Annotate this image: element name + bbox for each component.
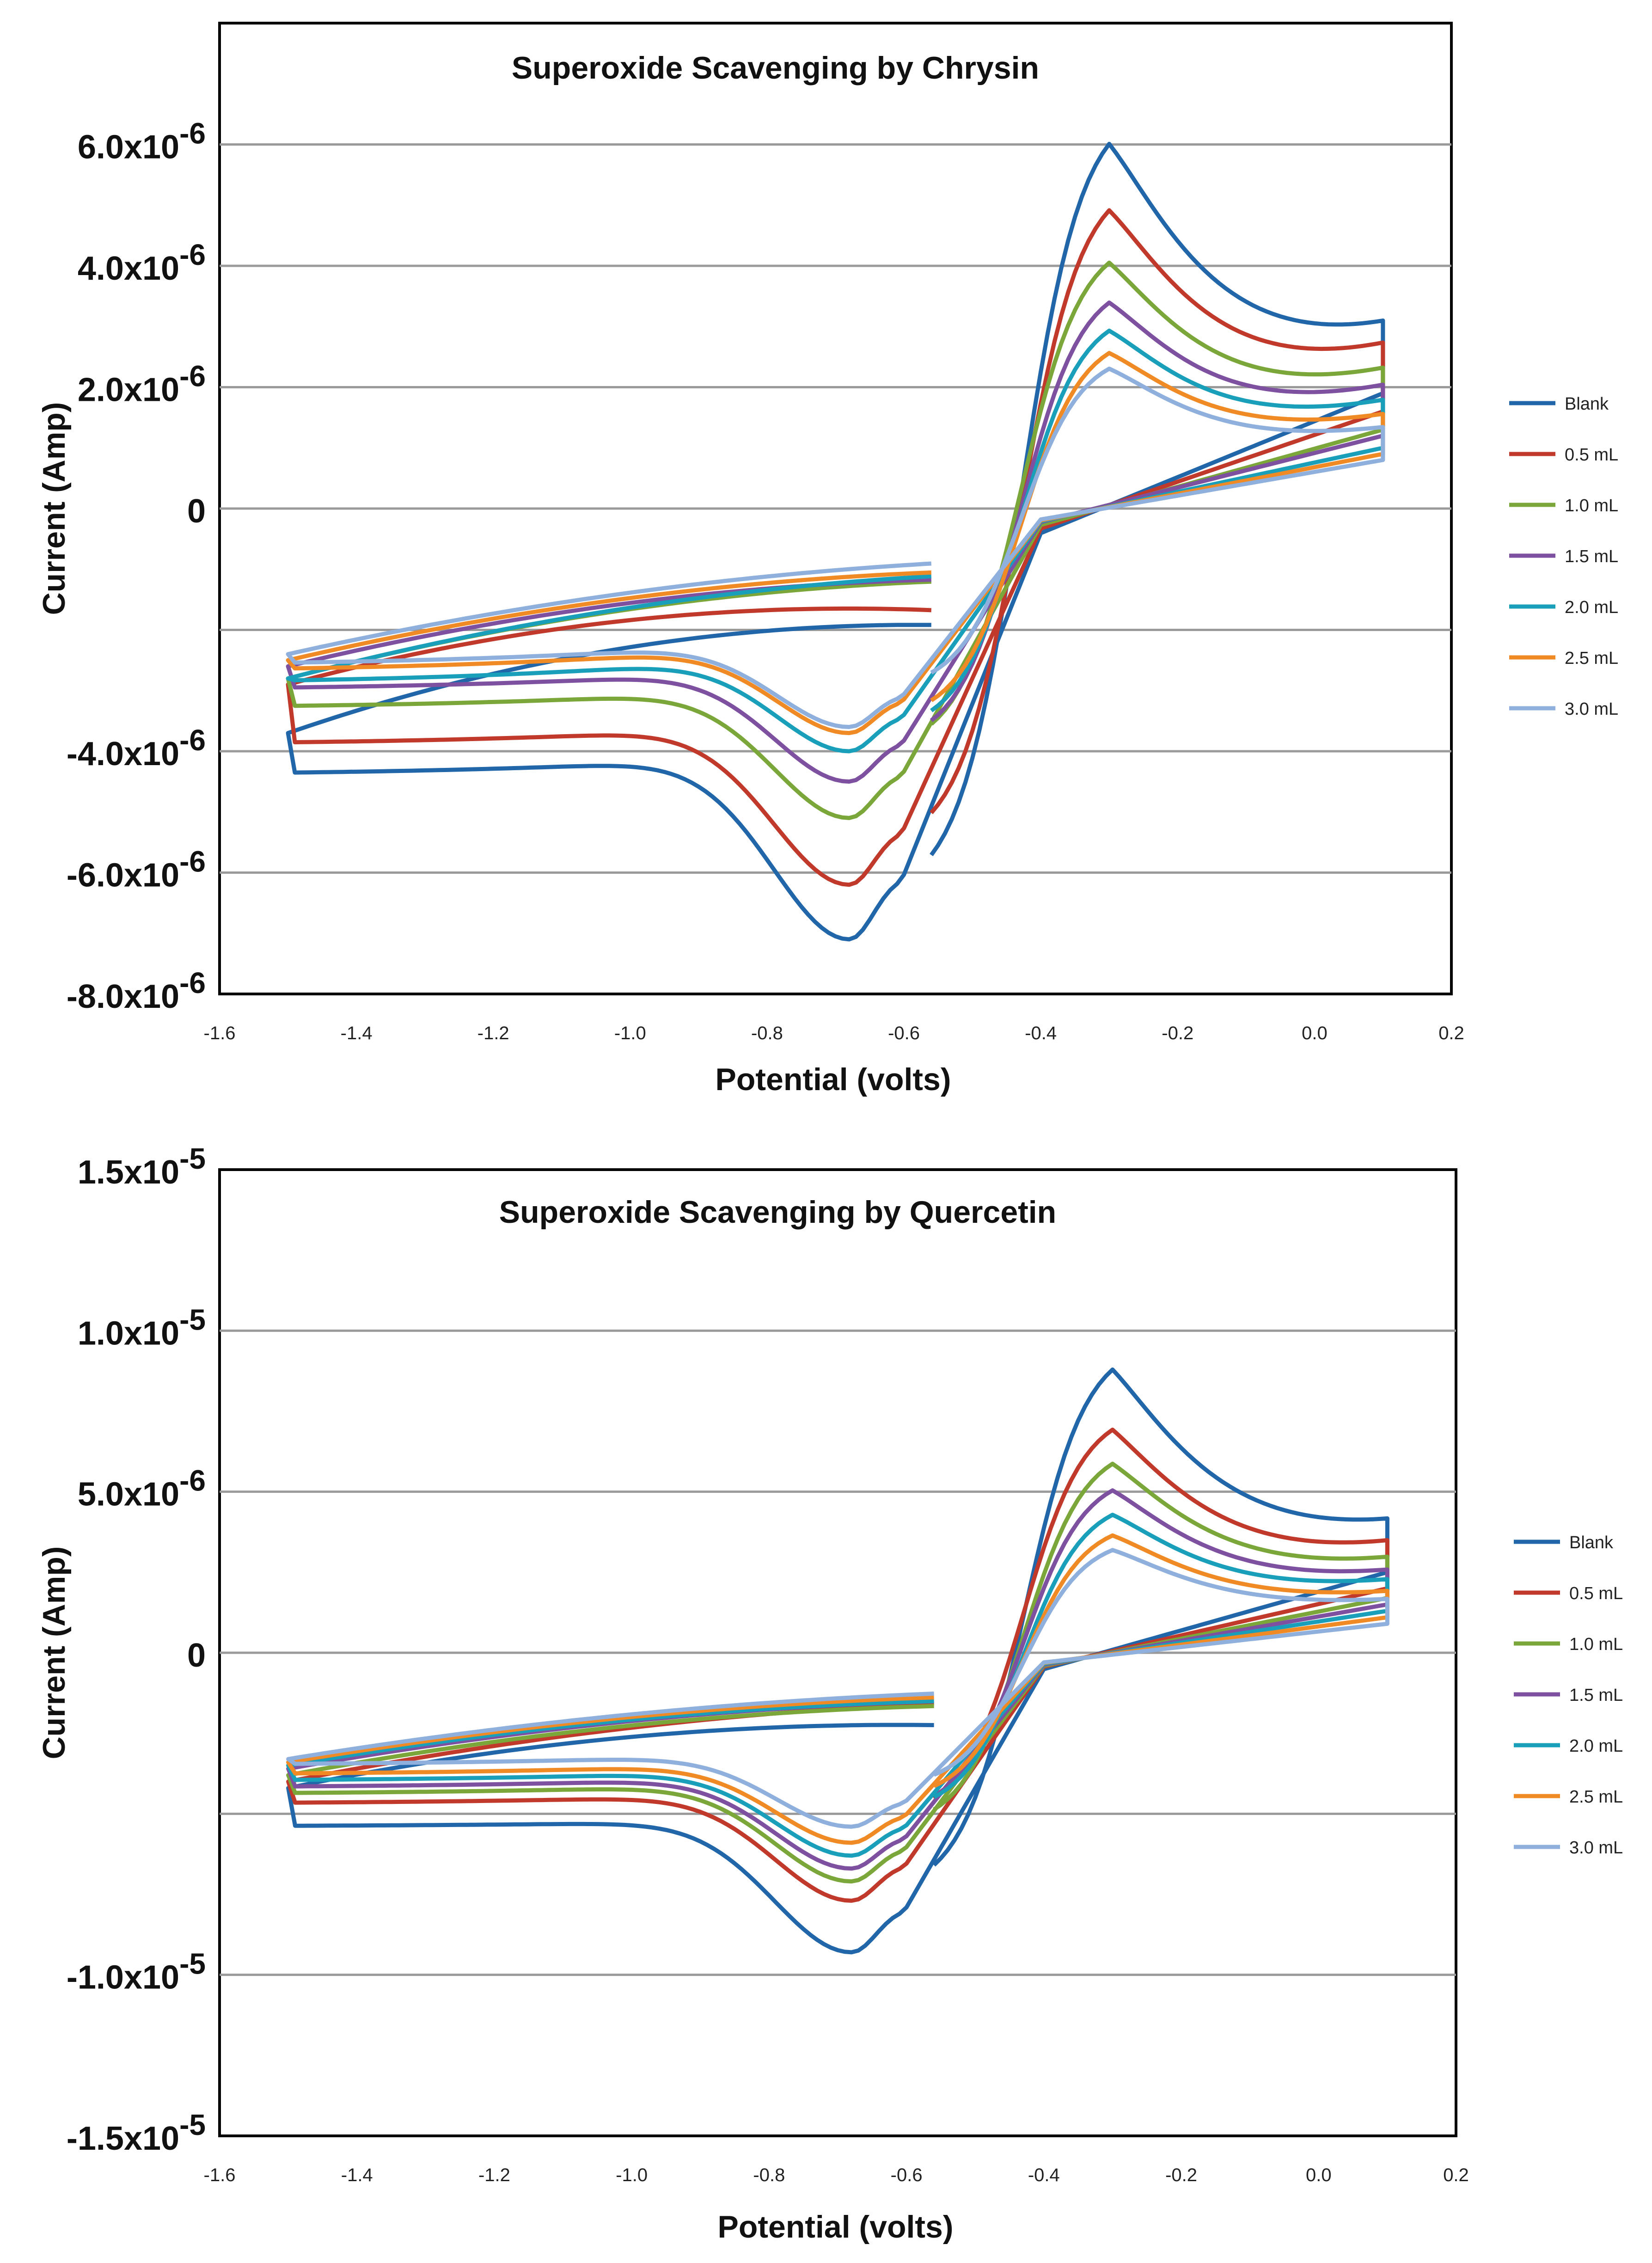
x-axis-label: Potential (volts) [715, 1062, 951, 1097]
x-tick-label: 0.2 [1438, 1023, 1464, 1043]
series-line [286, 208, 1385, 887]
legend-label: Blank [1569, 1533, 1614, 1552]
series-line [286, 1461, 1389, 1884]
x-tick-label: -1.2 [477, 1023, 509, 1043]
legend-label: 2.0 mL [1569, 1736, 1623, 1756]
y-tick-label: 5.0x10-6 [78, 1464, 206, 1513]
legend-label: 3.0 mL [1569, 1838, 1623, 1858]
legend-label: 0.5 mL [1565, 445, 1618, 465]
y-tick-label: 0 [187, 1637, 206, 1674]
y-tick-label: 1.0x10-5 [78, 1303, 206, 1352]
legend-label: 2.5 mL [1569, 1787, 1623, 1807]
y-tick-label: 1.5x10-5 [78, 1142, 206, 1191]
x-tick-label: 0.0 [1306, 2165, 1332, 2185]
x-tick-label: -0.2 [1162, 1023, 1193, 1043]
series-line [286, 328, 1385, 754]
x-tick-label: 0.2 [1443, 2165, 1469, 2185]
legend-label: 2.5 mL [1565, 649, 1618, 668]
y-tick-label: -1.0x10-5 [67, 1947, 206, 1996]
chart-title: Superoxide Scavenging by Chrysin [512, 50, 1039, 86]
x-tick-label: -1.4 [341, 1023, 373, 1043]
y-tick-label: 6.0x10-6 [78, 117, 206, 166]
x-tick-label: -1.0 [616, 2165, 648, 2185]
y-axis-label: Current (Amp) [37, 402, 72, 615]
x-tick-label: -0.4 [1028, 2165, 1060, 2185]
legend: Blank 0.5 mL 1.0 mL 1.5 mL 2.0 mL 2.5 mL 3.0 m… [1509, 394, 1618, 719]
chart-title: Superoxide Scavenging by Quercetin [499, 1195, 1056, 1230]
legend-label: 2.0 mL [1565, 598, 1618, 617]
x-tick-label: 0.0 [1302, 1023, 1328, 1043]
legend-label: 1.5 mL [1565, 547, 1618, 566]
legend: Blank 0.5 mL 1.0 mL 1.5 mL 2.0 mL 2.5 mL 3.0 m… [1514, 1533, 1623, 1858]
legend-label: 3.0 mL [1565, 699, 1618, 719]
series-line [286, 1513, 1389, 1858]
series-line [286, 367, 1385, 729]
x-tick-label: -0.6 [891, 2165, 923, 2185]
series-line [286, 1428, 1389, 1903]
x-tick-label: -1.0 [614, 1023, 646, 1043]
y-tick-label: -1.5x10-5 [67, 2108, 206, 2157]
series-line [286, 1548, 1389, 1829]
legend-label: 1.0 mL [1565, 496, 1618, 515]
series-line [286, 1533, 1389, 1845]
legend-label: Blank [1565, 394, 1609, 414]
x-tick-label: -0.2 [1165, 2165, 1197, 2185]
y-tick-label: -8.0x10-6 [67, 966, 206, 1015]
x-tick-label: -0.8 [753, 2165, 785, 2185]
legend-label: 1.0 mL [1569, 1635, 1623, 1654]
y-tick-label: 4.0x10-6 [78, 238, 206, 287]
legend-label: 1.5 mL [1569, 1686, 1623, 1705]
x-tick-label: -0.6 [888, 1023, 920, 1043]
x-tick-label: -0.8 [751, 1023, 783, 1043]
y-tick-label: 0 [187, 493, 206, 530]
series-line [286, 1367, 1389, 1955]
legend-label: 0.5 mL [1569, 1584, 1623, 1603]
x-tick-label: -1.6 [204, 1023, 236, 1043]
x-tick-label: -1.2 [478, 2165, 510, 2185]
y-axis-label: Current (Amp) [37, 1546, 72, 1760]
x-axis-label: Potential (volts) [717, 2209, 953, 2245]
series-line [286, 301, 1385, 784]
series-line [286, 351, 1385, 736]
y-tick-label: -4.0x10-6 [67, 724, 206, 773]
x-tick-label: -1.4 [341, 2165, 373, 2185]
x-tick-label: -0.4 [1025, 1023, 1057, 1043]
x-tick-label: -1.6 [204, 2165, 236, 2185]
chart-1: 6.0x10-6 4.0x10-6 2.0x10-6 0 -4.0x10-6 -6.0x1… [37, 22, 1618, 1097]
y-tick-label: 2.0x10-6 [78, 360, 206, 409]
chart-2: 1.5x10-5 1.0x10-5 5.0x10-6 0 -1.0x10-5 -1.5x1… [37, 1142, 1623, 2245]
y-tick-label: -6.0x10-6 [67, 845, 206, 894]
